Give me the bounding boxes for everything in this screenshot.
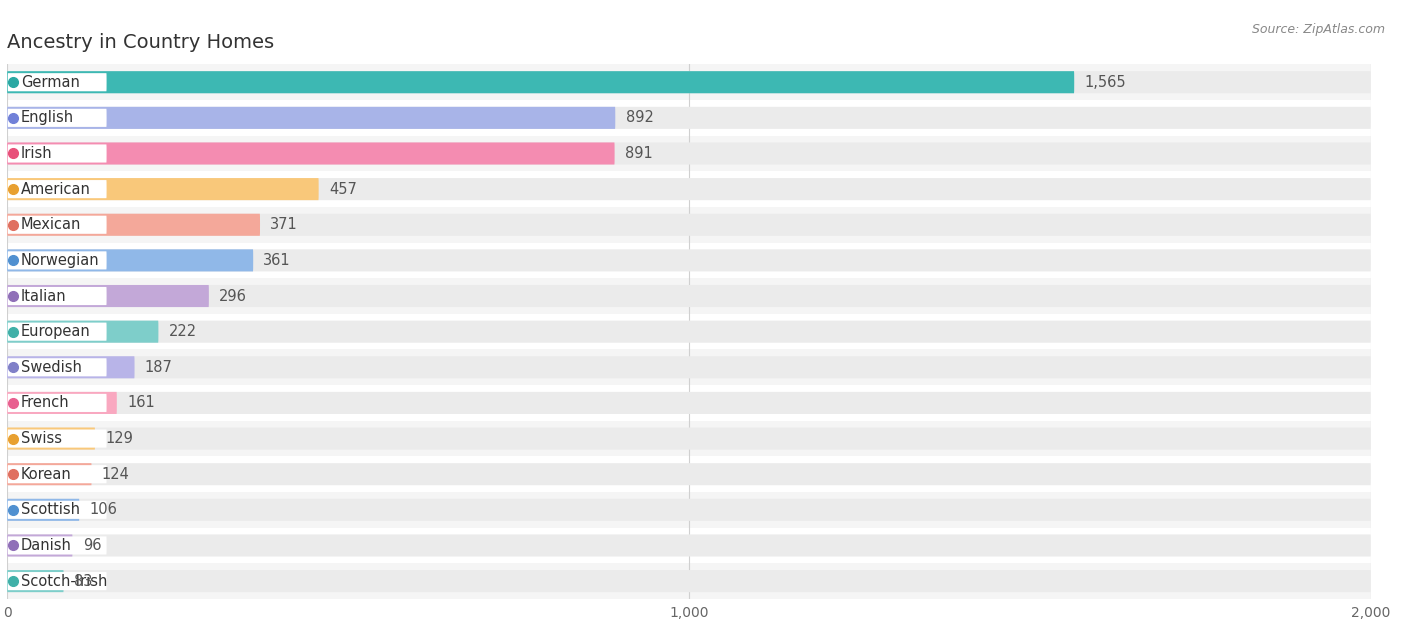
FancyBboxPatch shape: [7, 73, 107, 91]
Bar: [7, 207, 1371, 243]
Text: English: English: [21, 110, 73, 126]
Bar: [7, 350, 1371, 385]
Text: 161: 161: [127, 395, 155, 410]
FancyBboxPatch shape: [7, 501, 107, 519]
Text: European: European: [21, 324, 90, 339]
Text: 296: 296: [219, 289, 247, 303]
Text: Swedish: Swedish: [21, 360, 82, 375]
Text: Norwegian: Norwegian: [21, 253, 100, 268]
FancyBboxPatch shape: [7, 321, 159, 343]
Bar: [7, 527, 1371, 564]
Text: 1,565: 1,565: [1084, 75, 1126, 90]
FancyBboxPatch shape: [7, 71, 1371, 93]
FancyBboxPatch shape: [7, 285, 209, 307]
Bar: [7, 492, 1371, 527]
FancyBboxPatch shape: [7, 463, 91, 485]
FancyBboxPatch shape: [7, 465, 107, 483]
Bar: [7, 314, 1371, 350]
Text: American: American: [21, 182, 90, 196]
Text: 96: 96: [83, 538, 101, 553]
Text: 222: 222: [169, 324, 197, 339]
Text: German: German: [21, 75, 80, 90]
Bar: [7, 64, 1371, 100]
FancyBboxPatch shape: [7, 428, 1371, 450]
FancyBboxPatch shape: [7, 572, 107, 590]
FancyBboxPatch shape: [7, 535, 1371, 556]
FancyBboxPatch shape: [7, 392, 117, 414]
FancyBboxPatch shape: [7, 214, 1371, 236]
FancyBboxPatch shape: [7, 428, 96, 450]
Bar: [7, 243, 1371, 278]
FancyBboxPatch shape: [7, 499, 79, 521]
Text: Source: ZipAtlas.com: Source: ZipAtlas.com: [1251, 23, 1385, 35]
Text: Mexican: Mexican: [21, 217, 82, 232]
FancyBboxPatch shape: [7, 430, 107, 448]
Text: Danish: Danish: [21, 538, 72, 553]
Bar: [7, 385, 1371, 421]
FancyBboxPatch shape: [7, 144, 107, 162]
Text: 891: 891: [624, 146, 652, 161]
FancyBboxPatch shape: [7, 287, 107, 305]
Text: 124: 124: [101, 467, 129, 482]
FancyBboxPatch shape: [7, 356, 135, 378]
Text: 129: 129: [105, 431, 134, 446]
Text: 892: 892: [626, 110, 654, 126]
Text: 187: 187: [145, 360, 173, 375]
Text: Korean: Korean: [21, 467, 72, 482]
FancyBboxPatch shape: [7, 323, 107, 341]
Text: Ancestry in Country Homes: Ancestry in Country Homes: [7, 33, 274, 52]
FancyBboxPatch shape: [7, 249, 1371, 271]
Bar: [7, 278, 1371, 314]
FancyBboxPatch shape: [7, 107, 1371, 129]
FancyBboxPatch shape: [7, 285, 1371, 307]
Bar: [7, 100, 1371, 136]
Text: 83: 83: [75, 574, 93, 589]
FancyBboxPatch shape: [7, 214, 260, 236]
FancyBboxPatch shape: [7, 356, 1371, 378]
FancyBboxPatch shape: [7, 71, 1074, 93]
FancyBboxPatch shape: [7, 499, 1371, 521]
FancyBboxPatch shape: [7, 180, 107, 198]
Text: Irish: Irish: [21, 146, 52, 161]
Text: 361: 361: [263, 253, 291, 268]
Text: Italian: Italian: [21, 289, 66, 303]
Bar: [7, 136, 1371, 171]
FancyBboxPatch shape: [7, 536, 107, 554]
Bar: [7, 564, 1371, 599]
FancyBboxPatch shape: [7, 109, 107, 127]
Text: 106: 106: [90, 502, 118, 517]
FancyBboxPatch shape: [7, 394, 107, 412]
Bar: [7, 421, 1371, 457]
FancyBboxPatch shape: [7, 142, 1371, 164]
Bar: [7, 171, 1371, 207]
Text: Scottish: Scottish: [21, 502, 80, 517]
FancyBboxPatch shape: [7, 392, 1371, 414]
FancyBboxPatch shape: [7, 535, 73, 556]
FancyBboxPatch shape: [7, 570, 63, 592]
Text: French: French: [21, 395, 69, 410]
FancyBboxPatch shape: [7, 107, 616, 129]
FancyBboxPatch shape: [7, 358, 107, 376]
FancyBboxPatch shape: [7, 570, 1371, 592]
Text: 371: 371: [270, 217, 298, 232]
FancyBboxPatch shape: [7, 321, 1371, 343]
FancyBboxPatch shape: [7, 216, 107, 234]
FancyBboxPatch shape: [7, 249, 253, 271]
FancyBboxPatch shape: [7, 142, 614, 164]
FancyBboxPatch shape: [7, 251, 107, 269]
Text: Swiss: Swiss: [21, 431, 62, 446]
Text: Scotch-Irish: Scotch-Irish: [21, 574, 107, 589]
Text: 457: 457: [329, 182, 357, 196]
Bar: [7, 457, 1371, 492]
FancyBboxPatch shape: [7, 178, 1371, 200]
FancyBboxPatch shape: [7, 463, 1371, 485]
FancyBboxPatch shape: [7, 178, 319, 200]
